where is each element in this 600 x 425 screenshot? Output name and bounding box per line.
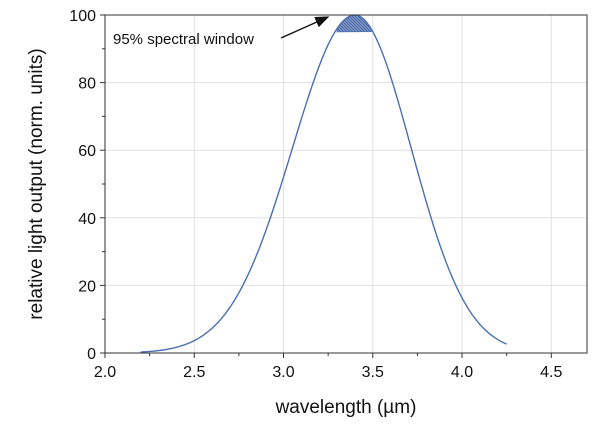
y-tick-label: 20 [78,278,96,295]
y-tick-label: 80 [78,76,96,93]
y-tick-label: 100 [69,8,96,25]
y-tick-label: 0 [87,346,96,363]
x-axis-title: wavelength (µm) [275,397,417,418]
y-tick-label: 40 [78,211,96,228]
x-tick-label: 3.0 [272,364,294,381]
x-tick-label: 3.5 [362,364,384,381]
grid-layer [104,14,587,354]
series-line [140,14,507,353]
x-tick-label: 4.0 [451,364,473,381]
y-tick-label: 60 [78,143,96,160]
annotation-layer: 95% spectral window [113,16,330,48]
x-tick-label: 2.5 [183,364,205,381]
plot-frame [104,14,588,354]
y-axis-title: relative light output (norm. units) [26,48,47,319]
series-layer [140,14,507,353]
x-tick-label: 4.5 [540,364,562,381]
x-tick-label: 2.0 [94,364,116,381]
annotation-arrow [280,16,330,39]
tick-layer: 2.0 2.5 3.0 3.5 4.0 4.5 0 20 40 60 80 100 [69,8,562,381]
annotation-label: 95% spectral window [113,31,254,48]
